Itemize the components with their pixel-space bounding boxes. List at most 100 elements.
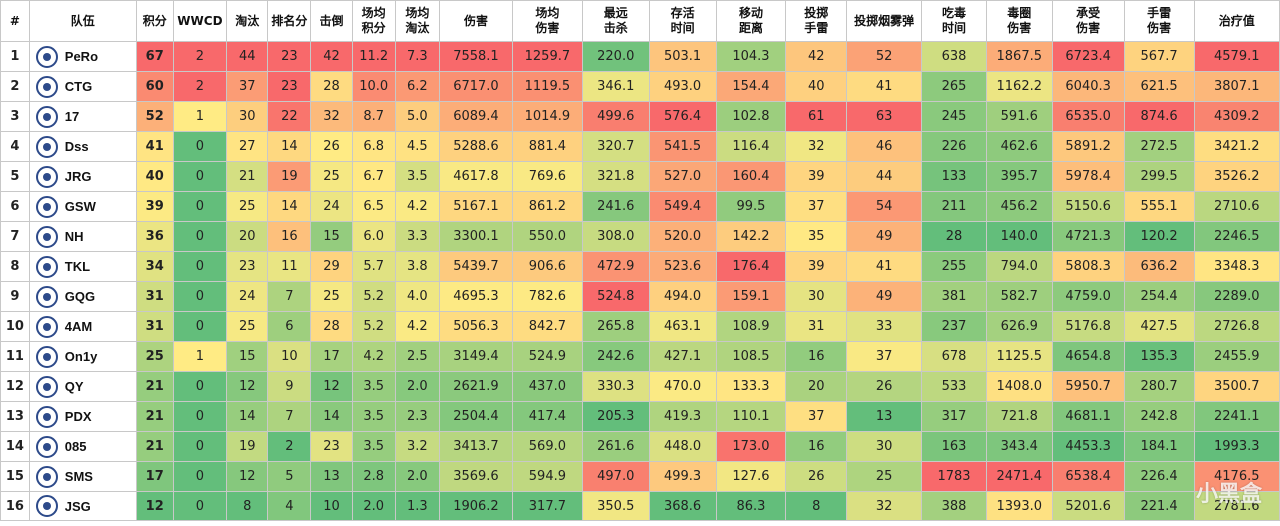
healing-cell: 3421.2 <box>1193 131 1280 162</box>
rank-points-cell: 5 <box>267 461 312 492</box>
rank-points-cell: 2 <box>267 431 312 462</box>
jrg-logo-icon <box>32 165 62 189</box>
team-cell: PeRo <box>28 41 137 72</box>
zone-time-cell: 133 <box>921 161 987 192</box>
smokes-thrown-cell: 52 <box>846 41 923 72</box>
zone-damage-cell: 395.7 <box>985 161 1053 192</box>
wwcd-cell: 0 <box>172 191 228 222</box>
avg-damage-cell: 524.9 <box>511 341 583 372</box>
knocks-cell: 10 <box>310 491 353 521</box>
survival-time-cell: 520.0 <box>648 221 717 252</box>
avg-kills-cell: 7.3 <box>394 41 440 72</box>
wwcd-cell: 0 <box>172 161 228 192</box>
avg-points-cell: 6.8 <box>351 131 396 162</box>
points-cell: 60 <box>135 71 174 102</box>
team-cell: QY <box>28 371 137 402</box>
avg-damage-cell: 842.7 <box>511 311 583 342</box>
wwcd-cell: 0 <box>172 251 228 282</box>
gsw-logo-icon <box>32 195 62 219</box>
col-damage-header: 伤害 <box>438 0 513 42</box>
nh-logo-icon <box>32 225 62 249</box>
kills-cell: 25 <box>226 191 269 222</box>
team-name: On1y <box>64 349 98 364</box>
smokes-thrown-cell: 33 <box>846 311 923 342</box>
table-row: 12 QY 21 0 12 9 12 3.5 2.0 2621.9 437.0 330.3 470.0 1… <box>0 371 1280 402</box>
damage-cell: 3569.6 <box>438 461 513 492</box>
move-distance-cell: 142.2 <box>715 221 787 252</box>
avg-points-cell: 5.7 <box>351 251 396 282</box>
wwcd-cell: 0 <box>172 281 228 312</box>
smokes-thrown-cell: 46 <box>846 131 923 162</box>
zone-damage-cell: 582.7 <box>985 281 1053 312</box>
team-name: 17 <box>64 109 80 124</box>
kills-cell: 30 <box>226 101 269 132</box>
col-grenades-thrown-header: 投掷 手雷 <box>785 0 848 42</box>
team-cell: CTG <box>28 71 137 102</box>
knocks-cell: 17 <box>310 341 353 372</box>
survival-time-cell: 463.1 <box>648 311 717 342</box>
smokes-thrown-cell: 49 <box>846 281 923 312</box>
zone-damage-cell: 462.6 <box>985 131 1053 162</box>
move-distance-cell: 173.0 <box>715 431 787 462</box>
zone-time-cell: 237 <box>921 311 987 342</box>
team-cell: JRG <box>28 161 137 192</box>
longest-kill-cell: 524.8 <box>581 281 650 312</box>
sms-logo-icon <box>32 465 62 489</box>
smokes-thrown-cell: 44 <box>846 161 923 192</box>
table-row: 13 PDX 21 0 14 7 14 3.5 2.3 2504.4 417.4 205.3 419.3… <box>0 401 1280 432</box>
survival-time-cell: 368.6 <box>648 491 717 521</box>
points-cell: 67 <box>135 41 174 72</box>
avg-damage-cell: 317.7 <box>511 491 583 521</box>
move-distance-cell: 99.5 <box>715 191 787 222</box>
avg-damage-cell: 769.6 <box>511 161 583 192</box>
damage-taken-cell: 4453.3 <box>1051 431 1125 462</box>
move-distance-cell: 133.3 <box>715 371 787 402</box>
damage-taken-cell: 4681.1 <box>1051 401 1125 432</box>
col-grenade-damage-header: 手雷 伤害 <box>1123 0 1195 42</box>
wwcd-cell: 1 <box>172 341 228 372</box>
healing-cell: 3807.1 <box>1193 71 1280 102</box>
col-healing-header: 治疗值 <box>1193 0 1280 42</box>
grenades-thrown-cell: 16 <box>785 431 848 462</box>
wwcd-cell: 0 <box>172 491 228 521</box>
17-logo-icon <box>32 105 62 129</box>
grenade-damage-cell: 280.7 <box>1123 371 1195 402</box>
avg-kills-cell: 4.0 <box>394 281 440 312</box>
085-logo-icon <box>32 435 62 459</box>
kills-cell: 12 <box>226 371 269 402</box>
avg-kills-cell: 1.3 <box>394 491 440 521</box>
move-distance-cell: 102.8 <box>715 101 787 132</box>
rank-cell: 8 <box>0 251 30 282</box>
team-name: GQG <box>64 289 96 304</box>
avg-kills-cell: 3.8 <box>394 251 440 282</box>
col-team-header: 队伍 <box>28 0 137 42</box>
kills-cell: 25 <box>226 311 269 342</box>
rank-cell: 9 <box>0 281 30 312</box>
col-longest-kill-header: 最远 击杀 <box>581 0 650 42</box>
wwcd-cell: 2 <box>172 71 228 102</box>
damage-taken-cell: 6538.4 <box>1051 461 1125 492</box>
rank-cell: 4 <box>0 131 30 162</box>
kills-cell: 15 <box>226 341 269 372</box>
avg-damage-cell: 569.0 <box>511 431 583 462</box>
smokes-thrown-cell: 13 <box>846 401 923 432</box>
grenades-thrown-cell: 39 <box>785 251 848 282</box>
knocks-cell: 28 <box>310 71 353 102</box>
healing-cell: 4579.1 <box>1193 41 1280 72</box>
survival-time-cell: 549.4 <box>648 191 717 222</box>
points-cell: 17 <box>135 461 174 492</box>
damage-cell: 7558.1 <box>438 41 513 72</box>
zone-damage-cell: 1125.5 <box>985 341 1053 372</box>
damage-taken-cell: 5176.8 <box>1051 311 1125 342</box>
team-cell: NH <box>28 221 137 252</box>
rank-cell: 15 <box>0 461 30 492</box>
4am-logo-icon <box>32 315 62 339</box>
team-name: Dss <box>64 139 89 154</box>
damage-taken-cell: 4654.8 <box>1051 341 1125 372</box>
team-name: GSW <box>64 199 96 214</box>
avg-damage-cell: 881.4 <box>511 131 583 162</box>
zone-damage-cell: 1162.2 <box>985 71 1053 102</box>
avg-points-cell: 10.0 <box>351 71 396 102</box>
knocks-cell: 26 <box>310 131 353 162</box>
